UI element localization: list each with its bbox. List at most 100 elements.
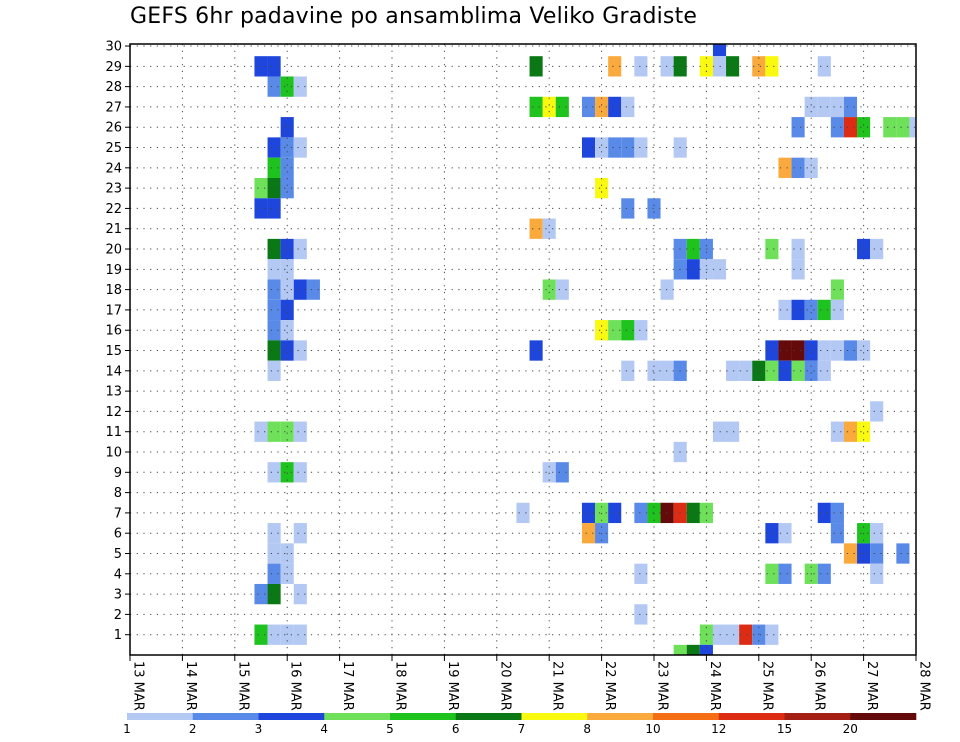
x-tick-label: 26 MAR [812, 661, 827, 711]
plot-frame [129, 43, 917, 656]
x-tick-label: 15 MAR [235, 661, 250, 711]
heatmap-cell [581, 96, 596, 118]
colorbar-swatch [850, 713, 917, 720]
heatmap-cell [254, 583, 268, 605]
y-tick-label: 19 [105, 263, 122, 278]
heatmap-cell [634, 320, 648, 341]
heatmap-cell [608, 320, 622, 341]
heatmap-cell [791, 340, 805, 361]
heatmap-cell [280, 177, 294, 199]
heatmap-cell [804, 96, 818, 118]
y-tick-label: 23 [105, 182, 122, 197]
heatmap-cell [765, 340, 779, 361]
heatmap-cell [529, 56, 543, 77]
y-tick-label: 30 [105, 40, 122, 55]
heatmap-cell [817, 340, 831, 361]
heatmap-cell [267, 624, 281, 645]
heatmap-cell [280, 117, 294, 138]
heatmap-cell [267, 137, 281, 158]
colorbar-swatch [521, 713, 588, 720]
heatmap-cell [306, 279, 320, 300]
x-tick-label: 20 MAR [497, 661, 512, 711]
y-tick-label: 11 [105, 425, 122, 440]
x-tick-label: 21 MAR [550, 661, 565, 711]
heatmap-cell [817, 56, 831, 77]
heatmap-cell [830, 340, 844, 361]
colorbar-swatch [258, 713, 325, 720]
heatmap-cell [595, 320, 609, 341]
heatmap-cell [280, 320, 294, 341]
heatmap-cell [254, 421, 268, 442]
x-tick-label: 14 MAR [183, 661, 198, 711]
heatmap-cell [791, 157, 805, 178]
heatmap-cell [595, 96, 609, 118]
heatmap-cell [830, 117, 844, 138]
heatmap-cell [595, 137, 609, 158]
x-tick-label: 17 MAR [340, 661, 355, 711]
heatmap-cell [254, 177, 268, 199]
heatmap-cell [699, 644, 713, 655]
heatmap-cell [686, 644, 700, 655]
colorbar-label: 4 [320, 722, 328, 736]
colorbar-label: 8 [583, 722, 591, 736]
heatmap-cell [778, 340, 792, 361]
heatmap-cells [254, 44, 916, 655]
heatmap-cell [621, 137, 635, 158]
x-tick-label: 25 MAR [759, 661, 774, 711]
heatmap-cell [555, 96, 569, 118]
y-tick-label: 21 [105, 222, 122, 237]
colorbar-label: 5 [386, 722, 394, 736]
heatmap-cell [267, 462, 281, 483]
heatmap-cell [267, 583, 281, 605]
y-tick-label: 25 [105, 141, 122, 156]
heatmap-cell [267, 279, 281, 300]
heatmap-cell [621, 360, 635, 381]
heatmap-cell [542, 96, 556, 118]
colorbar-swatch [390, 713, 457, 720]
heatmap-cell [817, 563, 831, 584]
colorbar-swatch [587, 713, 654, 720]
heatmap-cell [595, 502, 609, 524]
colorbar-label: 3 [255, 722, 263, 736]
heatmap-cell [857, 340, 871, 361]
heatmap-cell [267, 259, 281, 280]
heatmap-cell [280, 279, 294, 300]
heatmap-cell [280, 238, 294, 260]
heatmap-cell [280, 421, 294, 442]
heatmap-cell [267, 299, 281, 321]
colorbar-label: 2 [189, 722, 197, 736]
heatmap-cell [280, 299, 294, 321]
heatmap-cell [267, 177, 281, 199]
heatmap-cell [752, 360, 766, 381]
heatmap-cell [830, 279, 844, 300]
heatmap-cell [817, 96, 831, 118]
heatmap-cell [830, 96, 844, 118]
heatmap-cell [280, 137, 294, 158]
heatmap-cell [765, 360, 779, 381]
y-tick-label: 5 [114, 547, 122, 562]
x-axis-ticks: 13 MAR 14 MAR 15 MAR 16 MAR 17 MAR 18 MAR 19 M… [129, 655, 932, 711]
y-tick-label: 17 [105, 303, 122, 318]
heatmap-cell [778, 563, 792, 584]
heatmap-cell [634, 502, 648, 524]
y-tick-label: 3 [114, 588, 122, 603]
x-tick-label: 18 MAR [393, 661, 408, 711]
heatmap-cell [581, 502, 596, 524]
y-tick-label: 12 [105, 405, 122, 420]
heatmap-cell [608, 137, 622, 158]
heatmap-cell [529, 218, 543, 239]
heatmap-cell [647, 360, 661, 381]
heatmap-cell [254, 56, 268, 77]
heatmap-cell [608, 96, 622, 118]
y-tick-label: 14 [105, 364, 122, 379]
heatmap-cell [896, 543, 910, 564]
heatmap-cell [267, 320, 281, 341]
y-tick-label: 22 [105, 202, 122, 217]
heatmap-cell [267, 157, 281, 178]
colorbar-label: 12 [711, 722, 726, 736]
heatmap-cell [647, 502, 661, 524]
heatmap-cell [267, 340, 281, 361]
y-tick-label: 13 [105, 385, 122, 400]
heatmap-cell [778, 360, 792, 381]
